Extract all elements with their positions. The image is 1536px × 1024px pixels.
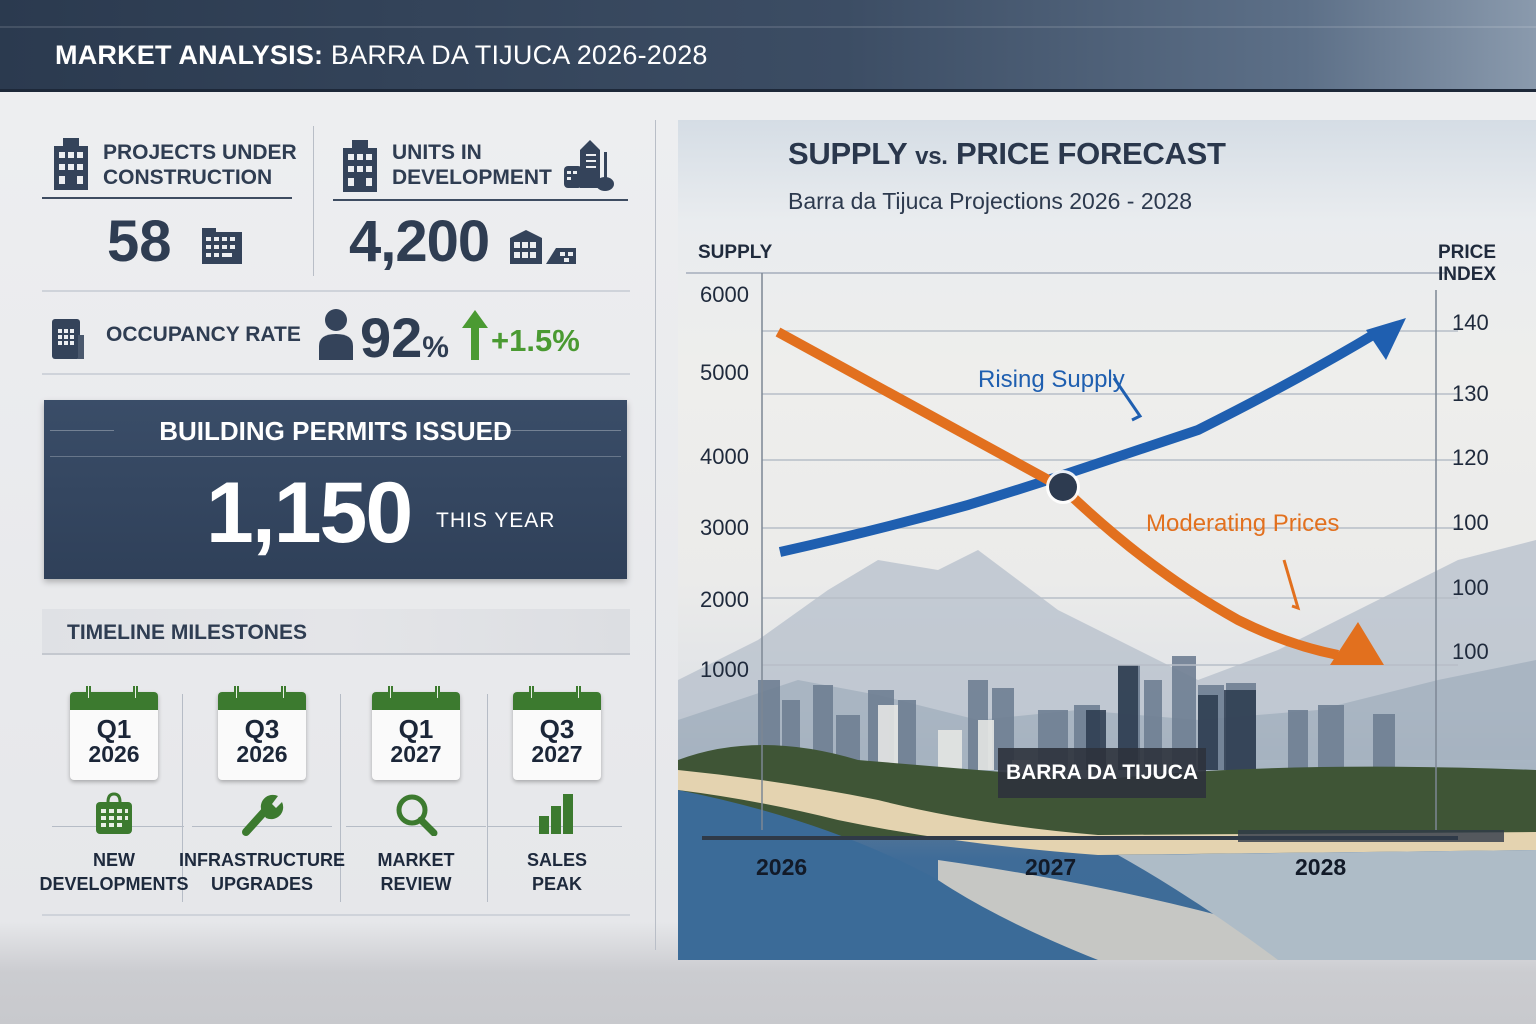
- y2-tick: 120: [1452, 445, 1489, 470]
- divider: [340, 694, 341, 902]
- y2-tick: 100: [1452, 575, 1489, 600]
- panel-divider: [655, 120, 656, 950]
- projects-value: 58: [107, 209, 172, 274]
- supply-arrowhead: [1366, 318, 1406, 360]
- divider: [42, 914, 630, 916]
- milestones-title: TIMELINE MILESTONES: [67, 621, 307, 644]
- units-label: UNITS IN DEVELOPMENT: [392, 141, 552, 189]
- permits-card: BUILDING PERMITS ISSUED 1,150 THIS YEAR: [44, 400, 627, 579]
- y-axis-title: SUPPLY: [698, 242, 773, 263]
- y-tick: 4000: [700, 444, 749, 469]
- y2-tick: 140: [1452, 310, 1489, 335]
- y-tick: 5000: [700, 360, 749, 385]
- milestone-item: Q3 2026 INFRASTRUCTURE UPGRADES: [179, 686, 345, 906]
- y-tick: 6000: [700, 282, 749, 307]
- magnifier-icon: [396, 794, 438, 836]
- building-icon: [54, 138, 88, 190]
- apartment-block-icon: [202, 228, 242, 264]
- occupancy-change: +1.5%: [491, 323, 580, 358]
- permits-suffix: THIS YEAR: [436, 509, 556, 532]
- page-header: MARKET ANALYSIS: BARRA DA TIJUCA 2026-20…: [0, 0, 1536, 92]
- y2-axis-title: PRICE INDEX: [1438, 242, 1497, 285]
- chart-title: SUPPLY vs. PRICE FORECAST: [788, 136, 1226, 171]
- divider: [481, 430, 621, 431]
- arrow-up-icon: [462, 310, 488, 360]
- chart-subtitle: Barra da Tijuca Projections 2026 - 2028: [788, 188, 1193, 214]
- divider: [333, 199, 628, 201]
- houses-icon: [510, 230, 576, 264]
- y2-tick: 100: [1452, 639, 1489, 664]
- y2-tick: 130: [1452, 381, 1489, 406]
- divider: [50, 456, 621, 457]
- y-tick: 3000: [700, 515, 749, 540]
- units-value: 4,200: [349, 209, 490, 274]
- milestone-item: Q3 2027 SALES PEAK: [487, 686, 627, 906]
- location-label: BARRA DA TIJUCA: [998, 748, 1206, 798]
- divider: [42, 290, 630, 292]
- y2-tick: 100: [1452, 510, 1489, 535]
- divider: [50, 430, 114, 431]
- y-tick: 1000: [700, 657, 749, 682]
- page-title: MARKET ANALYSIS: BARRA DA TIJUCA 2026-20…: [55, 40, 708, 70]
- divider: [313, 126, 314, 276]
- divider: [42, 373, 630, 375]
- city-skyline-icon: [564, 140, 614, 191]
- supply-annotation: Rising Supply: [978, 366, 1125, 393]
- x-tick: 2026: [756, 854, 808, 880]
- chart-background: [678, 272, 1536, 960]
- building-icon: [343, 140, 377, 192]
- divider: [182, 694, 183, 902]
- milestone-label: MARKET REVIEW: [377, 850, 455, 894]
- milestone-label: SALES PEAK: [526, 850, 587, 894]
- milestones-header: TIMELINE MILESTONES: [42, 609, 630, 655]
- price-annotation: Moderating Prices: [1146, 510, 1340, 537]
- calendar-icon: Q3 2027: [513, 686, 601, 780]
- x-tick: 2027: [1025, 854, 1077, 880]
- permits-value: 1,150: [206, 465, 413, 561]
- wrench-icon: [242, 794, 284, 836]
- chart-panel: SUPPLY vs. PRICE FORECAST Barra da Tijuc…: [678, 120, 1536, 960]
- person-icon: [319, 309, 353, 360]
- building-grid-icon: [96, 792, 132, 834]
- milestone-label: INFRASTRUCTURE UPGRADES: [179, 850, 345, 894]
- price-arrowhead: [1330, 622, 1384, 665]
- divider: [42, 197, 292, 199]
- bar-chart-icon: [539, 794, 573, 834]
- calendar-icon: Q1 2026: [70, 686, 158, 780]
- calendar-icon: Q3 2026: [218, 686, 306, 780]
- occupancy-label: OCCUPANCY RATE: [106, 323, 301, 346]
- occupancy-value: 92%: [360, 306, 449, 369]
- milestone-item: Q1 2026 NEW DEVELOPMENTS: [39, 686, 189, 906]
- calendar-icon: Q1 2027: [372, 686, 460, 780]
- projects-label: PROJECTS UNDER CONSTRUCTION: [103, 141, 297, 189]
- building-icon: [52, 319, 84, 359]
- divider: [487, 694, 488, 902]
- y-tick: 2000: [700, 587, 749, 612]
- x-tick: 2028: [1295, 854, 1347, 880]
- milestone-label: NEW DEVELOPMENTS: [39, 850, 189, 894]
- milestone-item: Q1 2027 MARKET REVIEW: [346, 686, 486, 906]
- permits-title: BUILDING PERMITS ISSUED: [159, 416, 512, 446]
